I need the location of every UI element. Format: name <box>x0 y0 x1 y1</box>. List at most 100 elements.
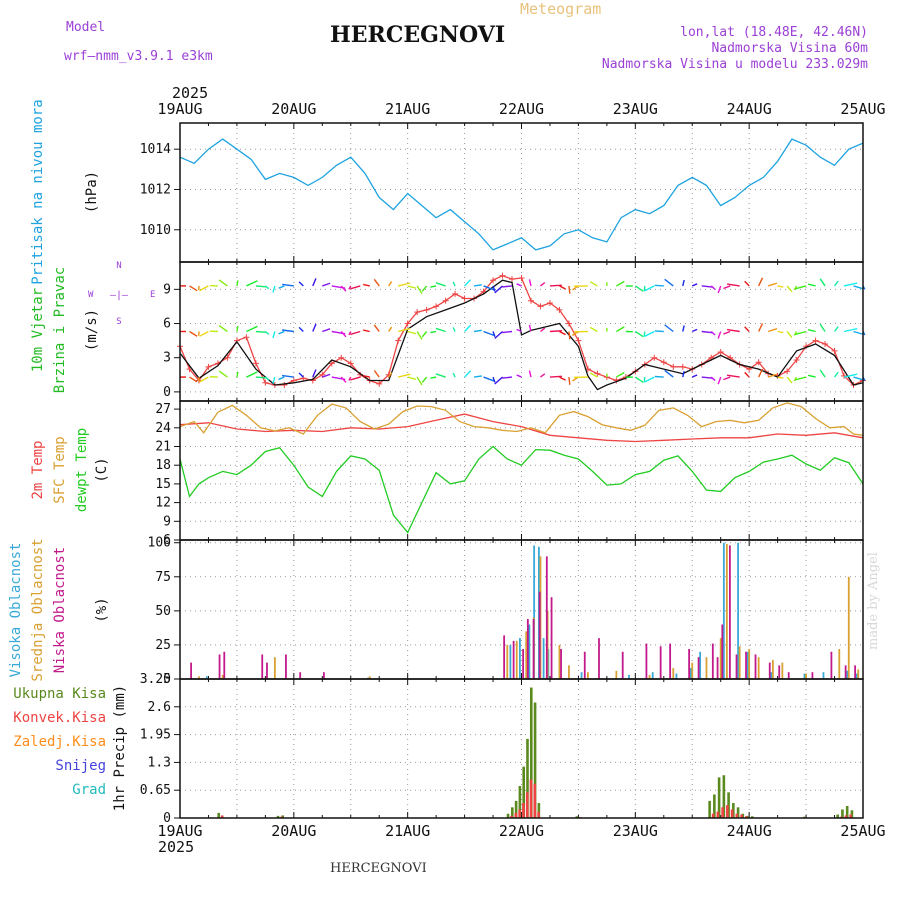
wind-direction-arrow <box>199 285 209 292</box>
y-title-wind: 10m Vjetar <box>30 288 46 372</box>
bar-visoka-oblacnost <box>628 674 630 679</box>
wind-speed-marker <box>442 297 449 304</box>
wind-direction-arrow <box>483 376 495 382</box>
bar-konvek-kisa <box>844 815 848 818</box>
bar-konvek-kisa <box>711 813 715 818</box>
wind-direction-arrow <box>807 329 816 333</box>
bar-niska-oblacnost <box>811 672 814 679</box>
wind-direction-arrow <box>236 371 239 378</box>
wind-direction-arrow <box>362 329 370 333</box>
bar-niska-oblacnost <box>285 654 287 679</box>
wind-direction-arrow <box>298 372 304 378</box>
wind-speed-marker <box>831 347 838 354</box>
bar-niska-oblacnost <box>218 654 221 679</box>
bar-ukupna-kisa <box>518 785 522 818</box>
precip-legend-item: Grad <box>72 782 106 798</box>
precip-legend-item: Ukupna Kisa <box>13 686 106 702</box>
y-unit-temp: (C) <box>94 457 110 482</box>
bar-visoka-oblacnost <box>846 670 849 679</box>
wind-speed-marker <box>518 274 525 281</box>
wind-speed-marker <box>812 337 819 344</box>
wind-direction-arrow <box>682 279 685 287</box>
wind-direction-arrow <box>464 324 472 332</box>
wind-direction-arrow <box>643 376 646 382</box>
wind-direction-arrow <box>464 370 472 378</box>
wind-direction-arrow <box>435 373 446 378</box>
wind-speed-marker <box>328 360 335 367</box>
panel-pressure: 1010 1012 1014 <box>140 122 864 263</box>
wind-direction-arrow <box>483 285 495 291</box>
panel-temperature: 6 9 12 15 18 21 24 27 <box>155 400 864 548</box>
bar-niska-oblacnost <box>854 665 857 679</box>
wind-direction-arrow <box>654 330 664 333</box>
bar-srednja-oblacnost <box>691 662 694 679</box>
wind-direction-arrow <box>528 370 532 378</box>
wind-direction-arrow <box>255 376 266 379</box>
bar-konvek-kisa <box>726 805 729 818</box>
bar-ukupna-kisa <box>533 702 537 818</box>
wind-direction-arrow <box>416 331 423 340</box>
bar-niska-oblacnost <box>545 556 548 679</box>
bar-ukupna-kisa <box>841 809 844 818</box>
bar-niska-oblacnost <box>322 672 325 679</box>
bar-konvek-kisa <box>730 809 734 818</box>
y-tick-label: 1.3 <box>148 755 171 770</box>
wind-direction-arrow <box>492 376 496 383</box>
wind-direction-arrow <box>452 281 456 287</box>
wind-direction-arrow <box>833 280 839 287</box>
bar-konvek-kisa <box>220 815 224 818</box>
wind-direction-arrow <box>416 285 423 295</box>
wind-speed-marker <box>281 382 288 389</box>
wind-direction-arrow <box>767 373 778 378</box>
wind-direction-arrow <box>373 370 380 378</box>
wind-direction-arrow <box>528 324 532 332</box>
wind-speed-marker <box>793 356 800 363</box>
wind-direction-arrow <box>430 330 437 334</box>
wind-direction-arrow <box>416 376 423 386</box>
bar-ukupna-kisa <box>717 777 721 818</box>
wind-direction-arrow <box>540 373 546 378</box>
bar-ukupna-kisa <box>511 807 514 818</box>
wind-speed-marker <box>338 354 345 361</box>
model-elevation: Nadmorska Visina u modelu 233.029m <box>601 57 868 72</box>
wind-direction-arrow <box>777 330 784 334</box>
wind-direction-arrow <box>494 330 503 339</box>
wind-direction-arrow <box>682 325 685 332</box>
wind-speed-marker <box>556 306 563 313</box>
x-date-label-bottom: 25AUG <box>840 822 885 840</box>
wind-speed-marker <box>784 368 791 375</box>
wind-direction-arrow <box>833 371 839 378</box>
wind-direction-arrow <box>644 376 655 383</box>
wind-direction-arrow <box>701 376 713 379</box>
wind-speed-marker <box>822 341 829 348</box>
bar-srednja-oblacnost <box>221 674 224 679</box>
wind-direction-arrow <box>199 330 209 337</box>
bar-visoka-oblacnost <box>651 672 654 679</box>
wind-direction-arrow <box>516 283 522 287</box>
bar-niska-oblacnost <box>728 545 731 679</box>
bar-visoka-oblacnost <box>689 668 692 679</box>
panel-frame <box>179 678 864 819</box>
panel-clouds: 0 25 50 75 100 <box>148 536 864 687</box>
bar-niska-oblacnost <box>830 651 833 679</box>
wind-direction-arrow <box>388 281 393 287</box>
wind-direction-arrow <box>634 330 644 338</box>
wind-direction-arrow <box>298 326 304 333</box>
wind-direction-arrow <box>744 326 750 332</box>
wind-direction-arrow <box>516 328 522 333</box>
y-title-pressure: Pritisak na nivou mora <box>30 99 46 284</box>
wind-direction-arrow <box>758 277 764 287</box>
bar-niska-oblacnost <box>645 643 648 679</box>
wind-direction-arrow <box>654 284 664 287</box>
wind-speed-marker <box>499 272 506 279</box>
wind-speed-marker <box>490 277 497 284</box>
bar-visoka-oblacnost <box>822 672 825 679</box>
bar-srednja-oblacnost <box>506 644 509 679</box>
wind-direction-arrow <box>255 330 266 334</box>
y-tick-label: 3.25 <box>140 672 171 687</box>
bar-srednja-oblacnost <box>705 657 708 679</box>
wind-direction-arrow <box>272 331 276 339</box>
bar-srednja-oblacnost <box>847 576 850 679</box>
wind-direction-arrow <box>348 331 352 336</box>
wind-direction-arrow <box>589 372 598 378</box>
